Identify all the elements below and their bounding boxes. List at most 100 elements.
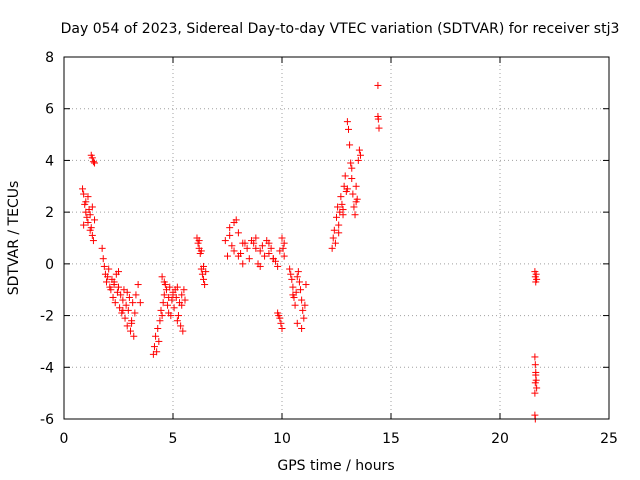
- data-point: [111, 299, 119, 307]
- data-point: [157, 306, 165, 314]
- data-point: [86, 226, 94, 234]
- data-point: [334, 203, 342, 211]
- data-point: [170, 304, 178, 312]
- data-point: [89, 158, 97, 166]
- data-point: [265, 250, 273, 258]
- data-point: [153, 348, 161, 356]
- data-point: [287, 270, 295, 278]
- data-point: [119, 296, 127, 304]
- data-point: [110, 278, 118, 286]
- data-point: [356, 151, 364, 159]
- data-point: [280, 252, 288, 260]
- data-point: [123, 288, 131, 296]
- y-tick-label: 8: [45, 50, 54, 66]
- data-point: [115, 283, 122, 291]
- data-point: [288, 275, 296, 283]
- data-point: [154, 325, 162, 332]
- data-point: [339, 206, 347, 214]
- data-point: [269, 255, 277, 263]
- data-point: [88, 231, 96, 239]
- data-point: [276, 314, 284, 322]
- data-point: [88, 203, 96, 211]
- data-point: [89, 237, 97, 245]
- data-point: [159, 299, 167, 307]
- data-point: [331, 239, 339, 247]
- data-point: [245, 255, 253, 263]
- data-point: [80, 190, 88, 198]
- data-point: [160, 278, 168, 286]
- data-point: [173, 283, 181, 291]
- data-point: [341, 172, 349, 180]
- data-point: [302, 281, 310, 289]
- data-point: [174, 312, 182, 320]
- data-point: [234, 252, 242, 260]
- data-point: [351, 211, 359, 219]
- data-point: [158, 312, 166, 320]
- data-point: [109, 293, 117, 301]
- data-point: [79, 185, 87, 193]
- data-point: [123, 322, 131, 330]
- data-point: [98, 244, 106, 252]
- data-point: [122, 301, 130, 309]
- data-point: [277, 319, 285, 327]
- data-point: [533, 275, 541, 283]
- data-point: [221, 237, 229, 245]
- data-point: [201, 281, 209, 289]
- data-point: [130, 332, 138, 340]
- data-point: [160, 291, 168, 299]
- y-axis-label: SDTVAR / TECUs: [6, 181, 22, 296]
- data-point: [158, 273, 166, 281]
- data-point: [226, 224, 234, 232]
- data-point: [100, 262, 108, 270]
- data-point: [166, 283, 174, 291]
- y-tick-label: -2: [40, 309, 54, 325]
- data-point: [352, 182, 360, 190]
- x-tick-label: 5: [169, 431, 178, 447]
- data-point: [335, 229, 343, 237]
- data-point: [134, 281, 142, 289]
- data-point: [328, 244, 336, 252]
- data-point: [350, 203, 358, 211]
- data-point: [195, 237, 203, 245]
- data-point: [239, 260, 247, 268]
- y-tick-label: -6: [40, 412, 54, 428]
- data-point: [131, 309, 139, 317]
- data-point: [119, 306, 127, 314]
- data-point: [355, 146, 363, 154]
- data-point: [301, 301, 309, 309]
- data-point: [267, 244, 275, 252]
- data-point: [103, 278, 111, 286]
- data-point: [531, 353, 539, 361]
- data-point: [243, 244, 251, 252]
- data-point: [329, 234, 337, 242]
- data-point: [532, 371, 540, 379]
- data-point: [343, 185, 351, 193]
- data-point: [344, 125, 352, 133]
- data-point: [168, 296, 176, 304]
- data-point: [330, 226, 338, 234]
- data-point: [279, 244, 287, 252]
- data-point: [250, 239, 258, 247]
- data-point: [354, 156, 362, 164]
- data-point: [164, 301, 172, 309]
- x-tick-label: 15: [382, 431, 400, 447]
- data-point: [117, 291, 125, 299]
- data-point: [91, 216, 99, 224]
- data-point: [228, 242, 236, 250]
- data-point: [295, 278, 303, 286]
- data-point: [375, 124, 383, 132]
- y-tick-label: -4: [40, 360, 54, 376]
- data-point: [136, 299, 144, 307]
- axis-ticks: [63, 56, 610, 420]
- data-point: [274, 262, 282, 270]
- data-point: [256, 262, 264, 270]
- data-point: [200, 262, 208, 270]
- data-point: [297, 286, 305, 294]
- data-point: [265, 239, 273, 247]
- data-point: [531, 361, 539, 369]
- data-point: [293, 273, 301, 281]
- y-tick-label: 2: [45, 205, 54, 221]
- data-point: [178, 291, 186, 299]
- x-tick-label: 0: [60, 431, 69, 447]
